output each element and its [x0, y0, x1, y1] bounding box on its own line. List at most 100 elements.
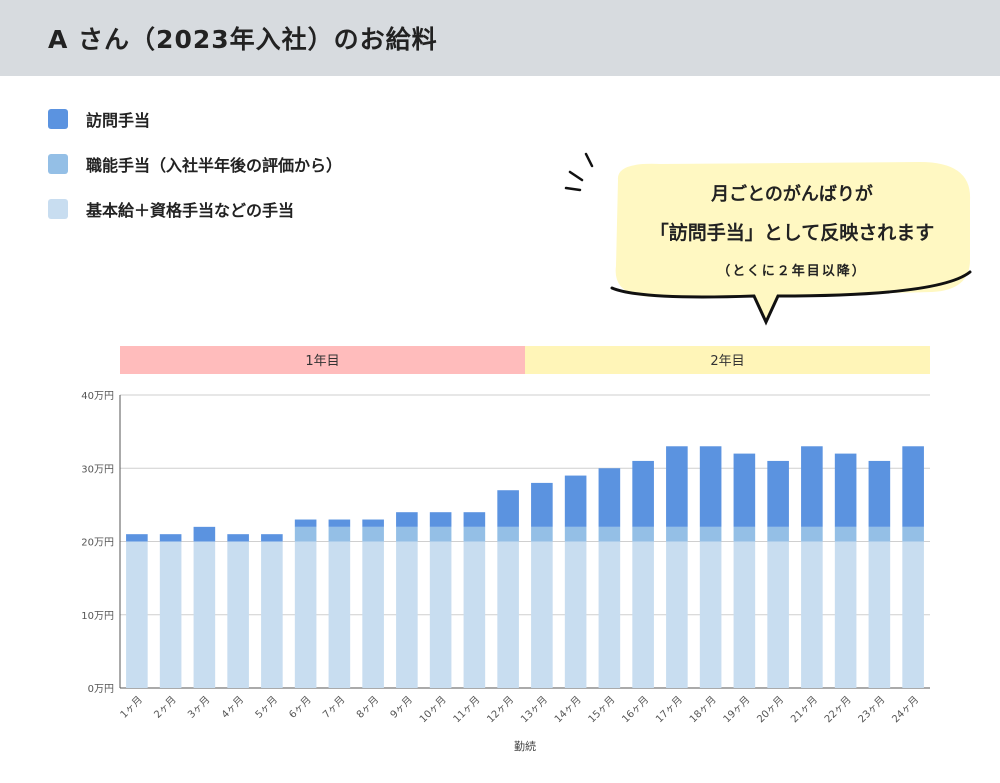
period-band-label: 2年目	[710, 354, 744, 369]
bar-segment-skill	[564, 526, 587, 542]
legend: 訪問手当 職能手当（入社半年後の評価から） 基本給＋資格手当などの手当	[48, 108, 342, 243]
bar-segment-skill	[396, 526, 418, 542]
bar-segment-visit	[126, 534, 148, 542]
bar-segment-visit	[463, 512, 486, 527]
bar-segment-skill	[902, 526, 924, 542]
x-tick-label: 1ヶ月	[118, 694, 145, 721]
x-tick-label: 11ヶ月	[451, 694, 483, 726]
bar-segment-visit	[497, 490, 519, 527]
callout-line-3: （とくに２年目以降）	[717, 264, 867, 279]
legend-label: 基本給＋資格手当などの手当	[86, 201, 295, 220]
x-tick-label: 7ヶ月	[320, 694, 347, 721]
bar-segment-base	[193, 541, 216, 688]
page-title: A さん（2023年入社）のお給料	[48, 25, 438, 54]
bar-segment-base	[429, 541, 452, 688]
legend-label: 訪問手当	[86, 111, 151, 130]
period-band-label: 1年目	[305, 354, 339, 369]
bar-segment-visit	[531, 482, 553, 527]
x-axis-title: 勤続	[514, 739, 536, 753]
bar-segment-base	[294, 541, 317, 688]
bar-segment-visit	[834, 453, 857, 527]
legend-swatch-visit	[48, 109, 68, 129]
x-tick-label: 3ヶ月	[185, 694, 212, 721]
bar-segment-visit	[598, 468, 621, 527]
bar-segment-base	[261, 541, 283, 688]
bar-segment-base	[598, 541, 621, 688]
x-tick-label: 2ヶ月	[152, 694, 179, 721]
x-tick-label: 22ヶ月	[822, 694, 854, 726]
bar-segment-visit	[362, 519, 384, 527]
bar-segment-skill	[362, 526, 384, 542]
x-tick-label: 17ヶ月	[653, 694, 685, 726]
bar-segment-skill	[531, 526, 553, 542]
bar-segment-skill	[801, 526, 823, 542]
bar-segment-visit	[159, 534, 182, 542]
period-band-2	[525, 346, 930, 374]
x-tick-label: 12ヶ月	[485, 694, 517, 726]
bar-segment-base	[767, 541, 789, 688]
bar-segment-visit	[328, 519, 351, 527]
x-tick-label: 6ヶ月	[287, 694, 314, 721]
bar-segment-base	[328, 541, 351, 688]
emphasis-line	[564, 186, 582, 192]
bar-segment-skill	[632, 526, 654, 542]
x-tick-label: 23ヶ月	[856, 694, 888, 726]
x-tick-label: 14ヶ月	[552, 694, 584, 726]
bar-segment-visit	[801, 446, 823, 527]
x-tick-label: 18ヶ月	[687, 694, 719, 726]
bar-segment-base	[463, 541, 486, 688]
bar-segment-skill	[834, 526, 857, 542]
bar-segment-base	[497, 541, 519, 688]
bar-segment-base	[868, 541, 891, 688]
callout-outline	[610, 270, 972, 326]
bar-segment-skill	[328, 526, 351, 542]
bar-segment-base	[733, 541, 756, 688]
emphasis-line	[584, 152, 594, 168]
bar-segment-skill	[294, 526, 317, 542]
x-tick-label: 9ヶ月	[388, 694, 415, 721]
bar-segment-skill	[598, 526, 621, 542]
bar-segment-visit	[227, 534, 249, 542]
y-tick-label: 30万円	[81, 464, 114, 475]
bar-segment-base	[531, 541, 553, 688]
bar-segment-skill	[699, 526, 722, 542]
bar-segment-visit	[564, 475, 587, 527]
bar-segment-skill	[733, 526, 756, 542]
bar-segment-visit	[868, 460, 891, 527]
callout-shape	[564, 152, 972, 326]
bar-segment-visit	[396, 512, 418, 527]
x-tick-label: 21ヶ月	[788, 694, 820, 726]
bar-segment-base	[126, 541, 148, 688]
x-tick-label: 19ヶ月	[721, 694, 753, 726]
bar-segment-visit	[902, 446, 924, 527]
bar-segment-base	[902, 541, 924, 688]
x-tick-label: 8ヶ月	[354, 694, 381, 721]
y-tick-label: 0万円	[88, 684, 114, 695]
bar-segment-base	[227, 541, 249, 688]
bar-segment-skill	[767, 526, 789, 542]
callout-fill	[615, 162, 971, 322]
bar-segment-visit	[261, 534, 283, 542]
x-tick-label: 13ヶ月	[518, 694, 550, 726]
bar-segment-base	[396, 541, 418, 688]
bar-segment-visit	[429, 512, 452, 527]
bar-segment-visit	[666, 446, 688, 527]
bar-segment-skill	[429, 526, 452, 542]
bar-segment-base	[666, 541, 688, 688]
emphasis-line	[568, 170, 584, 182]
bar-segment-skill	[666, 526, 688, 542]
period-band-1	[120, 346, 525, 374]
x-tick-label: 24ヶ月	[890, 694, 922, 726]
bar-segment-visit	[193, 526, 216, 542]
bar-segment-base	[564, 541, 587, 688]
bar-segment-skill	[497, 526, 519, 542]
legend-swatch-skill	[48, 154, 68, 174]
legend-item-skill-allowance: 職能手当（入社半年後の評価から）	[48, 153, 342, 175]
y-tick-label: 10万円	[81, 611, 114, 622]
legend-swatch-base	[48, 199, 68, 219]
x-tick-label: 4ヶ月	[219, 694, 246, 721]
bar-segment-skill	[868, 526, 891, 542]
x-tick-label: 15ヶ月	[586, 694, 618, 726]
bar-segment-visit	[294, 519, 317, 527]
x-tick-label: 10ヶ月	[417, 694, 449, 726]
